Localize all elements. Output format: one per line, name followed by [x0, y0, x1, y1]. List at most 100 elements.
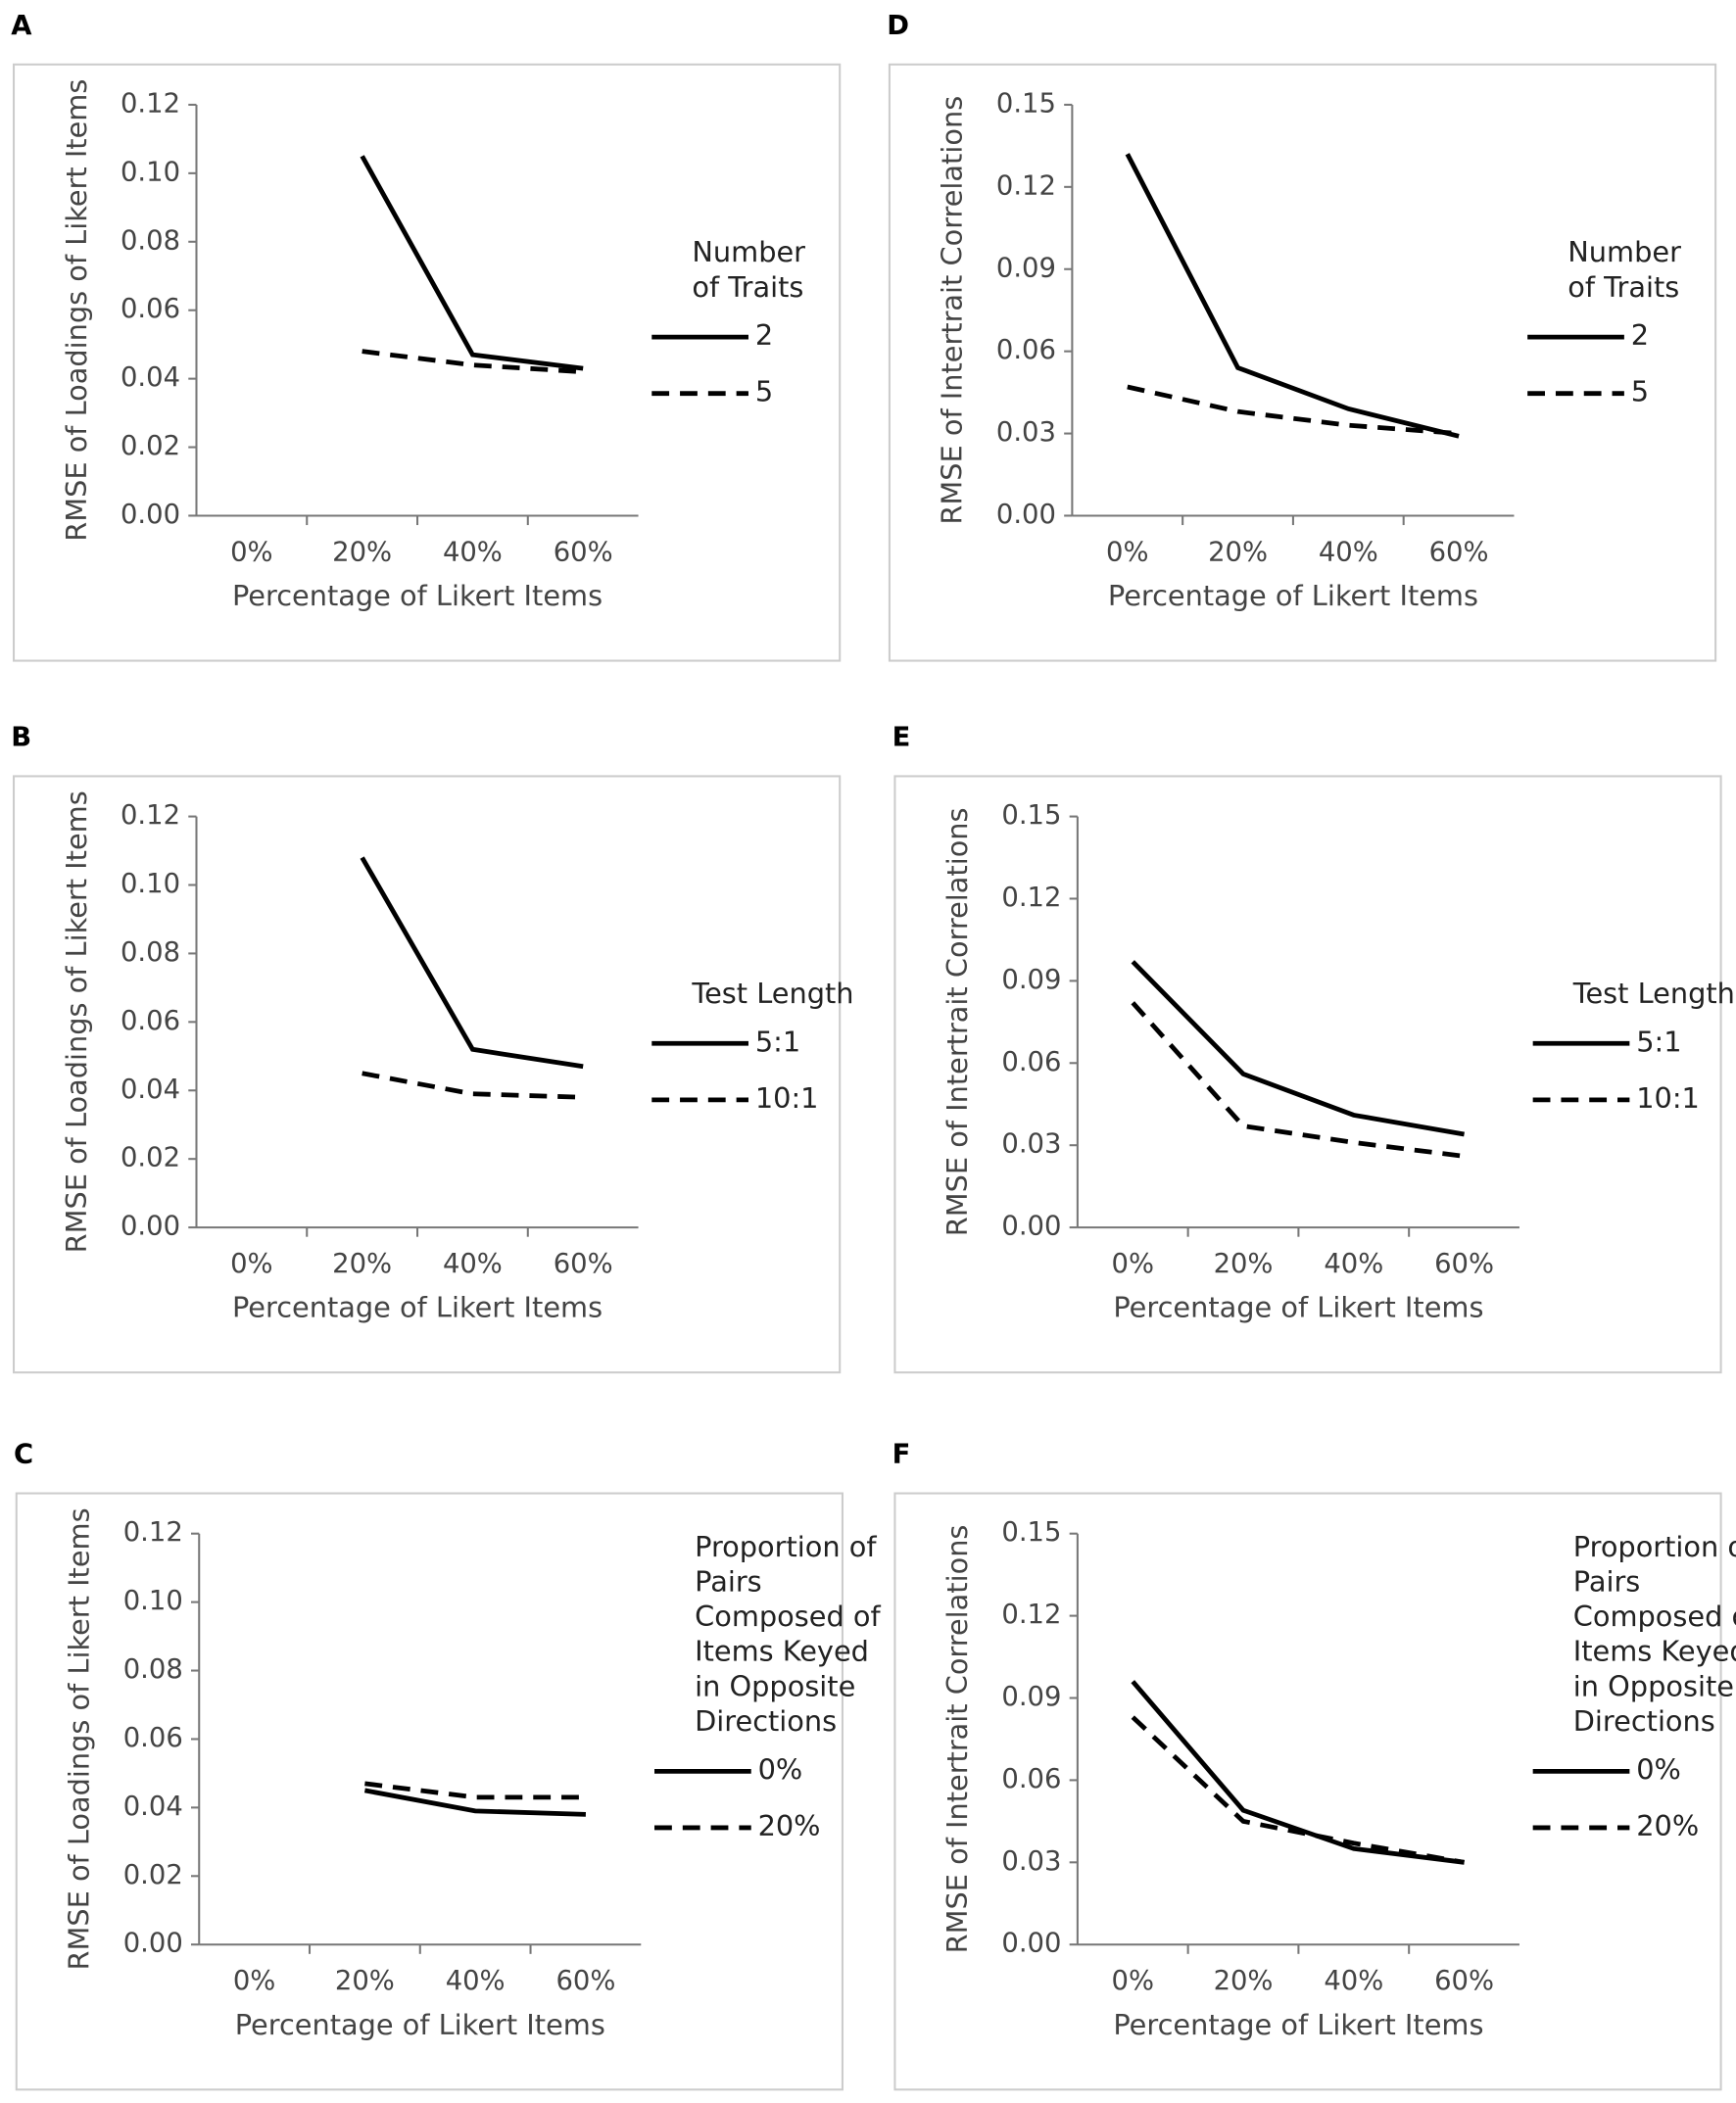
legend-label: 20%	[758, 1809, 821, 1842]
y-tick-label: 0.09	[1001, 1682, 1061, 1712]
y-axis-title: RMSE of Loadings of Likert Items	[60, 790, 93, 1253]
y-tick-label: 0.09	[1001, 965, 1061, 995]
series-line	[1131, 1001, 1465, 1159]
legend-title: Proportion of	[1573, 1530, 1736, 1563]
x-tick-label: 0%	[1112, 1249, 1154, 1279]
x-tick-label: 0%	[1106, 537, 1148, 567]
series-line	[1125, 153, 1460, 439]
x-tick-label: 20%	[1214, 1249, 1274, 1279]
y-tick-label: 0.15	[1001, 1517, 1061, 1548]
x-tick-label: 40%	[1324, 1249, 1383, 1279]
y-tick-label: 0.12	[1001, 1600, 1061, 1630]
y-tick-label: 0.02	[121, 1143, 180, 1173]
x-tick-label: 0%	[230, 537, 272, 567]
y-tick-label: 0.06	[996, 335, 1056, 365]
y-tick-label: 0.02	[121, 431, 180, 461]
x-axis-title: Percentage of Likert Items	[1113, 1291, 1483, 1324]
x-tick-label: 40%	[443, 1249, 503, 1279]
x-tick-label: 0%	[233, 1966, 275, 1996]
legend-label: 10:1	[755, 1081, 819, 1115]
series-line	[362, 349, 584, 375]
y-tick-label: 0.08	[121, 225, 180, 256]
legend-title: Items Keyed	[695, 1635, 869, 1668]
x-axis-title: Percentage of Likert Items	[235, 2008, 605, 2041]
legend-title: Items Keyed	[1573, 1635, 1736, 1668]
y-axis-title: RMSE of Intertrait Correlations	[940, 1525, 974, 1954]
series-line	[1131, 960, 1465, 1137]
y-tick-label: 0.15	[1001, 800, 1061, 831]
x-axis-title: Percentage of Likert Items	[232, 579, 603, 612]
legend-label: 0%	[1636, 1752, 1681, 1786]
y-tick-label: 0.00	[1001, 1929, 1061, 1959]
y-axis-title: RMSE of Intertrait Correlations	[936, 96, 969, 525]
y-tick-label: 0.12	[123, 1517, 183, 1548]
y-tick-label: 0.06	[1001, 1764, 1061, 1794]
y-tick-label: 0.10	[123, 1586, 183, 1616]
legend-title: in Opposite	[695, 1669, 855, 1702]
legend-title: Number	[1567, 235, 1681, 268]
series-line	[360, 155, 584, 371]
series-line	[1131, 1715, 1465, 1865]
y-axis-title: RMSE of Loadings of Likert Items	[63, 1507, 96, 1970]
y-tick-label: 0.02	[123, 1860, 183, 1890]
panel-frame	[893, 1492, 1722, 2091]
x-tick-label: 20%	[332, 1249, 392, 1279]
y-tick-label: 0.10	[121, 869, 180, 899]
y-tick-label: 0.00	[996, 500, 1056, 530]
panel-frame	[13, 63, 842, 662]
legend-title: Pairs	[695, 1564, 762, 1598]
series-line	[360, 856, 584, 1070]
legend-title: Test Length	[1572, 977, 1735, 1010]
legend-label: 10:1	[1636, 1081, 1700, 1115]
y-tick-label: 0.09	[996, 253, 1056, 283]
y-tick-label: 0.06	[121, 294, 180, 324]
legend-label: 0%	[758, 1752, 803, 1786]
legend-label: 5	[1631, 375, 1649, 408]
x-tick-label: 60%	[1434, 1249, 1494, 1279]
y-tick-label: 0.04	[121, 1075, 180, 1105]
panel-frame	[893, 775, 1722, 1374]
y-tick-label: 0.12	[121, 88, 180, 119]
y-axis-title: RMSE of Loadings of Likert Items	[60, 79, 93, 542]
legend-title: Composed of	[695, 1600, 881, 1633]
y-tick-label: 0.03	[1001, 1846, 1061, 1877]
x-tick-label: 0%	[1112, 1966, 1154, 1996]
x-tick-label: 60%	[554, 537, 613, 567]
x-axis-title: Percentage of Likert Items	[232, 1291, 603, 1324]
y-tick-label: 0.06	[123, 1723, 183, 1753]
panel-label: E	[892, 723, 911, 753]
panel-label: D	[887, 11, 909, 41]
panel-frame	[13, 775, 842, 1374]
x-tick-label: 60%	[1434, 1966, 1494, 1996]
legend-label: 5:1	[755, 1025, 800, 1058]
panel-label: A	[11, 11, 32, 41]
legend-title: Directions	[1573, 1704, 1715, 1738]
x-tick-label: 40%	[1324, 1966, 1383, 1996]
x-tick-label: 40%	[1319, 537, 1378, 567]
x-tick-label: 60%	[1429, 537, 1489, 567]
x-tick-label: 20%	[1214, 1966, 1274, 1996]
y-tick-label: 0.06	[1001, 1047, 1061, 1077]
y-tick-label: 0.04	[121, 362, 180, 393]
x-axis-title: Percentage of Likert Items	[1108, 579, 1478, 612]
legend-title: Test Length	[691, 977, 853, 1010]
y-tick-label: 0.12	[996, 170, 1056, 201]
y-tick-label: 0.04	[123, 1792, 183, 1822]
y-tick-label: 0.08	[123, 1654, 183, 1685]
y-tick-label: 0.06	[121, 1006, 180, 1036]
y-tick-label: 0.08	[121, 937, 180, 968]
series-line	[364, 1781, 586, 1800]
y-axis-title: RMSE of Intertrait Correlations	[940, 807, 974, 1236]
legend-title: Proportion of	[695, 1530, 877, 1563]
legend-title: Composed of	[1573, 1600, 1736, 1633]
x-tick-label: 0%	[230, 1249, 272, 1279]
x-axis-title: Percentage of Likert Items	[1113, 2008, 1483, 2041]
y-tick-label: 0.03	[996, 417, 1056, 448]
legend-label: 20%	[1636, 1809, 1699, 1842]
x-tick-label: 20%	[332, 537, 392, 567]
panel-label: C	[14, 1440, 33, 1470]
legend-label: 2	[755, 318, 773, 352]
legend-title: of Traits	[692, 270, 803, 304]
y-tick-label: 0.15	[996, 88, 1056, 119]
